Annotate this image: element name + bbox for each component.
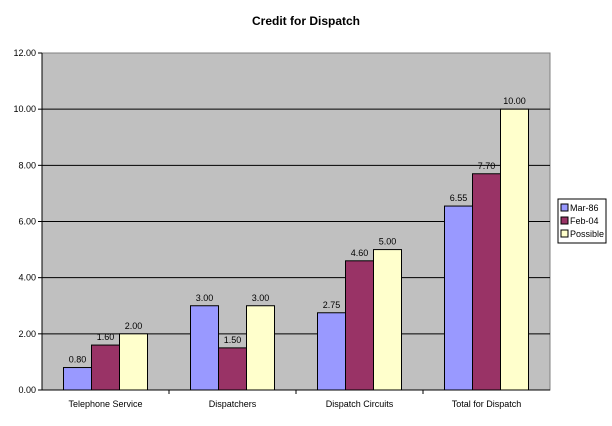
data-label: 10.00 <box>503 96 526 106</box>
bar <box>190 305 219 391</box>
data-label: 3.00 <box>196 293 214 303</box>
legend-label: Mar-86 <box>570 203 599 213</box>
bar <box>345 260 374 391</box>
legend: Mar-86 Feb-04 Possible <box>557 198 607 244</box>
bar <box>444 205 473 391</box>
data-label: 3.00 <box>252 293 270 303</box>
data-label: 1.60 <box>97 332 115 342</box>
x-tick-label: Total for Dispatch <box>452 399 522 409</box>
y-tick-label: 6.00 <box>18 217 36 227</box>
bar <box>246 305 275 391</box>
bar <box>119 333 148 391</box>
y-tick-label: 2.00 <box>18 329 36 339</box>
bar <box>472 173 501 391</box>
bar <box>317 312 346 391</box>
y-tick-label: 10.00 <box>13 104 36 114</box>
x-tick-label: Telephone Service <box>68 399 142 409</box>
legend-swatch <box>560 229 569 238</box>
bar <box>218 347 247 391</box>
y-tick-label: 12.00 <box>13 48 36 58</box>
y-tick-label: 0.00 <box>18 385 36 395</box>
y-tick-label: 4.00 <box>18 273 36 283</box>
bar <box>373 249 402 391</box>
legend-label: Feb-04 <box>570 216 599 226</box>
x-tick-label: Dispatchers <box>209 399 257 409</box>
y-tick-label: 8.00 <box>18 160 36 170</box>
legend-label: Possible <box>570 229 604 239</box>
x-tick-label: Dispatch Circuits <box>326 399 394 409</box>
data-label: 0.80 <box>69 355 87 365</box>
data-label: 4.60 <box>351 248 369 258</box>
data-label: 2.75 <box>323 300 341 310</box>
data-label: 5.00 <box>379 237 397 247</box>
bar <box>500 108 529 391</box>
data-label: 7.70 <box>478 161 496 171</box>
legend-swatch <box>560 203 569 212</box>
chart-title: Credit for Dispatch <box>252 14 360 28</box>
bar <box>91 344 120 391</box>
bar <box>63 367 92 391</box>
legend-swatch <box>560 216 569 225</box>
data-label: 2.00 <box>125 321 143 331</box>
plot-area: 0.00 2.00 4.00 6.00 8.00 10.00 12.00 0.80 1.60 2.… <box>13 48 551 409</box>
data-label: 1.50 <box>224 335 242 345</box>
data-label: 6.55 <box>450 193 468 203</box>
